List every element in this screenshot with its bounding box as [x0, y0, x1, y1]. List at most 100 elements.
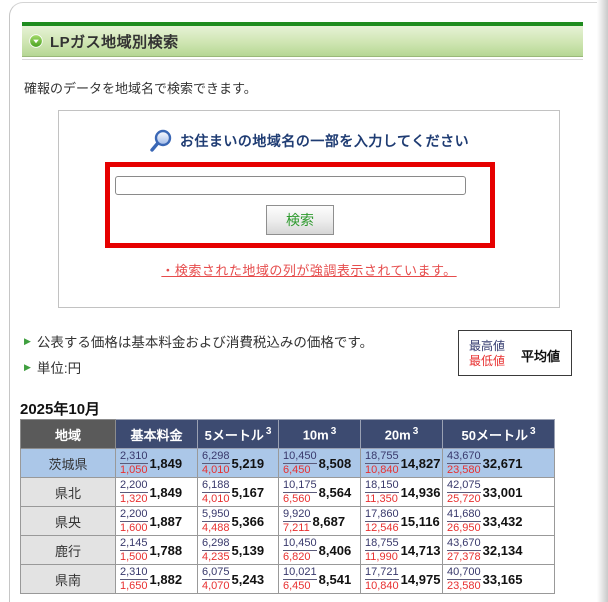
toggle-icon[interactable] — [29, 34, 43, 48]
high-value: 2,200 — [120, 507, 148, 522]
avg-value: 8,564 — [318, 484, 352, 500]
low-value: 6,450 — [283, 463, 311, 476]
high-value: 10,021 — [283, 565, 317, 580]
low-value: 4,070 — [202, 579, 230, 592]
avg-value: 5,167 — [231, 484, 265, 500]
price-cell: 10,450 6,450 8,508 — [278, 448, 361, 478]
legend-high-label: 最高値 — [469, 339, 506, 353]
legend-avg-label: 平均値 — [520, 349, 560, 364]
search-prompt: お住まいの地域名の一部を入力してください — [179, 133, 470, 149]
region-cell: 茨城県 — [20, 448, 116, 478]
avg-value: 14,827 — [400, 455, 441, 471]
high-value: 2,310 — [120, 565, 148, 580]
price-cell: 6,298 4,235 5,139 — [197, 535, 279, 565]
avg-value: 8,508 — [318, 455, 352, 471]
period-heading: 2025年10月 — [20, 401, 101, 418]
avg-value: 5,243 — [231, 571, 265, 587]
region-cell: 県北 — [20, 477, 116, 507]
low-value: 25,720 — [447, 492, 481, 505]
price-cell: 17,721 10,840 14,975 — [360, 564, 443, 594]
low-value: 23,580 — [447, 579, 481, 592]
avg-value: 14,975 — [400, 571, 441, 587]
table-row: 県北 2,200 1,320 1,849 6,188 4,010 5,167 10,175 6,… — [20, 477, 555, 507]
right-edge-shadow — [597, 0, 608, 602]
avg-value: 5,366 — [231, 513, 265, 529]
low-value: 11,350 — [365, 492, 398, 505]
search-input[interactable] — [115, 176, 466, 195]
price-cell: 18,755 11,990 14,713 — [360, 535, 443, 565]
low-value: 4,235 — [202, 550, 230, 563]
avg-value: 32,671 — [482, 455, 523, 471]
price-cell: 6,188 4,010 5,167 — [197, 477, 279, 507]
search-highlight-box: 検索 — [105, 162, 495, 248]
price-cell: 10,175 6,560 8,564 — [278, 477, 361, 507]
table-row: 県央 2,200 1,600 1,887 5,950 4,488 5,366 9,920 7,2… — [20, 506, 555, 536]
high-value: 41,680 — [447, 507, 481, 522]
search-panel: お住まいの地域名の一部を入力してください 検索 ・検索された地域の列が強調表示さ… — [58, 110, 560, 308]
low-value: 10,840 — [365, 463, 399, 476]
note-item-unit: ▶ 単位:円 — [24, 357, 81, 377]
avg-value: 1,849 — [149, 455, 183, 471]
divider — [22, 59, 583, 60]
low-value: 4,010 — [202, 492, 230, 505]
high-value: 6,188 — [202, 478, 230, 493]
table-row: 鹿行 2,145 1,500 1,788 6,298 4,235 5,139 10,450 6,… — [20, 535, 555, 565]
price-cell: 10,021 6,450 8,541 — [278, 564, 361, 594]
region-cell: 県央 — [20, 506, 116, 536]
high-value: 10,450 — [283, 536, 317, 551]
high-value: 2,145 — [120, 536, 148, 551]
avg-value: 1,849 — [149, 484, 183, 500]
price-cell: 41,680 26,950 33,432 — [442, 506, 555, 536]
price-cell: 43,670 27,378 32,134 — [442, 535, 555, 565]
col-header: 20m 3 — [360, 419, 443, 449]
avg-value: 33,165 — [482, 571, 523, 587]
high-value: 40,700 — [447, 565, 481, 580]
avg-value: 1,788 — [149, 542, 183, 558]
price-table-wrap: 地域 基本料金 5メートル 3 10m 3 20m 3 50メートル 3 茨城県 2,310 1,0… — [20, 419, 555, 594]
low-value: 6,820 — [283, 550, 311, 563]
high-value: 10,175 — [283, 478, 317, 493]
bullet-triangle-icon: ▶ — [24, 335, 31, 346]
avg-value: 8,687 — [312, 513, 346, 529]
col-header: 50メートル 3 — [442, 419, 555, 449]
low-value: 1,600 — [120, 521, 148, 534]
avg-value: 1,882 — [149, 571, 183, 587]
low-value: 26,950 — [447, 521, 481, 534]
note-price-text: 公表する価格は基本料金および消費税込みの価格です。 — [36, 335, 374, 350]
high-value: 2,200 — [120, 478, 148, 493]
avg-value: 33,432 — [482, 513, 523, 529]
avg-value: 5,139 — [231, 542, 265, 558]
avg-value: 8,406 — [318, 542, 352, 558]
high-value: 6,298 — [202, 536, 230, 551]
price-cell: 10,450 6,820 8,406 — [278, 535, 361, 565]
search-icon — [149, 129, 173, 153]
low-value: 1,320 — [120, 492, 148, 505]
high-value: 5,950 — [202, 507, 230, 522]
price-cell: 43,670 23,580 32,671 — [442, 448, 555, 478]
high-value: 18,755 — [365, 449, 399, 464]
low-value: 7,211 — [283, 521, 310, 534]
low-value: 6,450 — [283, 579, 311, 592]
col-header: 基本料金 — [115, 419, 198, 449]
high-value: 18,755 — [365, 536, 399, 551]
low-value: 4,010 — [202, 463, 230, 476]
price-cell: 42,075 25,720 33,001 — [442, 477, 555, 507]
price-cell: 9,920 7,211 8,687 — [278, 506, 361, 536]
low-value: 11,990 — [365, 550, 398, 563]
high-value: 42,075 — [447, 478, 481, 493]
price-cell: 18,150 11,350 14,936 — [360, 477, 443, 507]
col-header-region: 地域 — [20, 419, 116, 449]
avg-value: 14,713 — [400, 542, 441, 558]
price-cell: 18,755 10,840 14,827 — [360, 448, 443, 478]
search-prompt-row: お住まいの地域名の一部を入力してください — [59, 129, 559, 153]
price-cell: 40,700 23,580 33,165 — [442, 564, 555, 594]
high-value: 43,670 — [447, 449, 481, 464]
low-value: 10,840 — [365, 579, 399, 592]
note-unit-text: 単位:円 — [36, 361, 82, 376]
section-top-rule — [22, 22, 583, 26]
col-header: 10m 3 — [278, 419, 361, 449]
search-note-link[interactable]: ・検索された地域の列が強調表示されています。 — [161, 263, 457, 278]
search-button[interactable]: 検索 — [266, 205, 334, 235]
avg-value: 14,936 — [400, 484, 441, 500]
avg-value: 8,541 — [318, 571, 352, 587]
